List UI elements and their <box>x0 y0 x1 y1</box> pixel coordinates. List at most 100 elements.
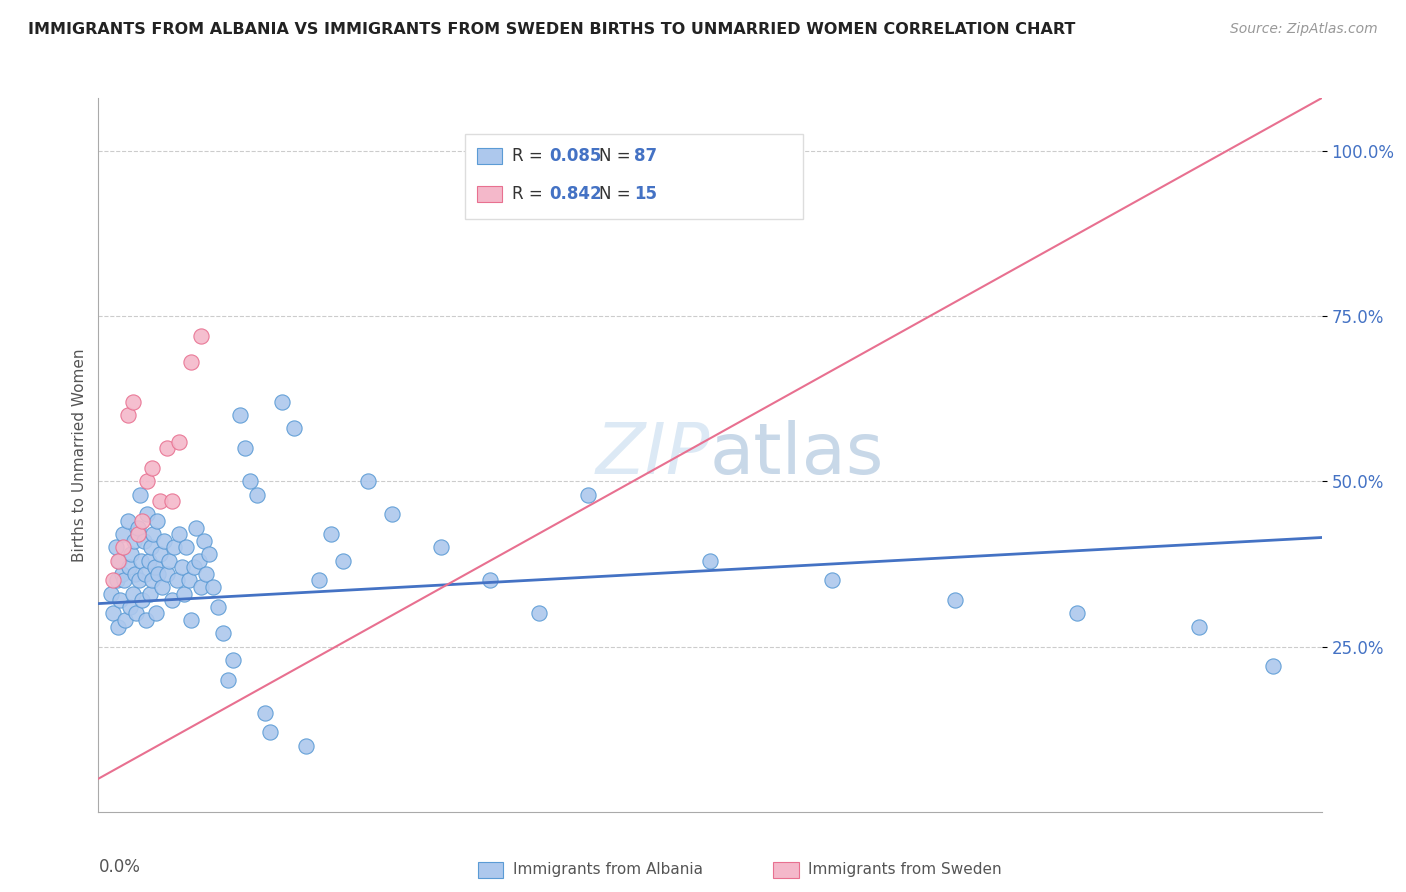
Point <box>120 547 142 561</box>
Point <box>131 514 153 528</box>
Point <box>160 593 183 607</box>
Point <box>101 607 124 621</box>
Point <box>110 593 132 607</box>
Point <box>114 613 136 627</box>
Point <box>283 421 305 435</box>
Point <box>233 442 256 456</box>
Point <box>295 739 318 753</box>
Point <box>167 527 190 541</box>
Text: 0.085: 0.085 <box>550 147 602 165</box>
Point <box>177 574 200 588</box>
Point <box>253 706 276 720</box>
Point <box>135 613 157 627</box>
Point <box>148 566 170 581</box>
Point <box>145 607 167 621</box>
Point <box>1261 659 1284 673</box>
Text: atlas: atlas <box>710 420 884 490</box>
Point <box>170 560 193 574</box>
Point <box>111 541 134 555</box>
Text: 0.842: 0.842 <box>550 186 602 203</box>
Text: Source: ZipAtlas.com: Source: ZipAtlas.com <box>1230 22 1378 37</box>
Point <box>112 574 135 588</box>
Point <box>138 554 160 568</box>
Point <box>149 494 172 508</box>
Point <box>259 725 281 739</box>
Point <box>122 533 145 548</box>
Text: R =: R = <box>512 147 548 165</box>
Point <box>821 574 844 588</box>
Point <box>943 593 966 607</box>
Point <box>156 566 179 581</box>
Point <box>132 533 155 548</box>
Point <box>180 613 202 627</box>
Point <box>699 554 721 568</box>
Point <box>356 475 378 489</box>
Point <box>127 520 149 534</box>
Point <box>319 527 342 541</box>
Text: 15: 15 <box>634 186 657 203</box>
Point <box>139 587 162 601</box>
Point <box>101 574 124 588</box>
Point <box>107 554 129 568</box>
Point <box>141 574 163 588</box>
Text: ZIP: ZIP <box>596 420 710 490</box>
Text: R =: R = <box>512 186 548 203</box>
Text: Immigrants from Sweden: Immigrants from Sweden <box>808 863 1002 877</box>
Text: N =: N = <box>599 147 636 165</box>
Point <box>124 566 146 581</box>
Point <box>527 607 550 621</box>
Text: Immigrants from Albania: Immigrants from Albania <box>513 863 703 877</box>
Point <box>156 442 179 456</box>
Point <box>381 508 404 522</box>
Point <box>207 599 229 614</box>
Point <box>173 587 195 601</box>
Point <box>121 395 143 409</box>
Point <box>478 574 501 588</box>
Point <box>239 475 262 489</box>
Point <box>127 527 149 541</box>
Point <box>120 599 142 614</box>
Point <box>166 574 188 588</box>
Point <box>187 554 209 568</box>
Point <box>212 626 235 640</box>
Point <box>111 527 134 541</box>
Point <box>217 673 239 687</box>
Point <box>107 620 129 634</box>
Point <box>229 409 252 423</box>
Point <box>193 533 215 548</box>
Point <box>128 574 150 588</box>
Point <box>332 554 354 568</box>
Point <box>246 487 269 501</box>
Point <box>129 554 152 568</box>
Point <box>576 487 599 501</box>
Point <box>430 541 453 555</box>
Point <box>195 566 218 581</box>
Point <box>190 329 212 343</box>
Point <box>125 607 148 621</box>
Point <box>118 560 141 574</box>
Point <box>1188 620 1211 634</box>
Point <box>111 566 134 581</box>
Point <box>121 587 143 601</box>
Point <box>136 475 159 489</box>
Point <box>202 580 225 594</box>
Point <box>142 527 165 541</box>
Text: N =: N = <box>599 186 636 203</box>
Point <box>157 554 180 568</box>
Point <box>176 541 198 555</box>
Point <box>146 514 169 528</box>
Point <box>117 409 139 423</box>
Point <box>143 560 166 574</box>
Point <box>222 653 245 667</box>
Point <box>131 593 153 607</box>
Point <box>150 580 173 594</box>
Text: IMMIGRANTS FROM ALBANIA VS IMMIGRANTS FROM SWEDEN BIRTHS TO UNMARRIED WOMEN CORR: IMMIGRANTS FROM ALBANIA VS IMMIGRANTS FR… <box>28 22 1076 37</box>
Point <box>167 434 190 449</box>
Point <box>186 520 208 534</box>
Point <box>190 580 212 594</box>
Point <box>180 355 202 369</box>
Point <box>160 494 183 508</box>
Point <box>153 533 176 548</box>
Point <box>163 541 186 555</box>
Point <box>141 461 163 475</box>
